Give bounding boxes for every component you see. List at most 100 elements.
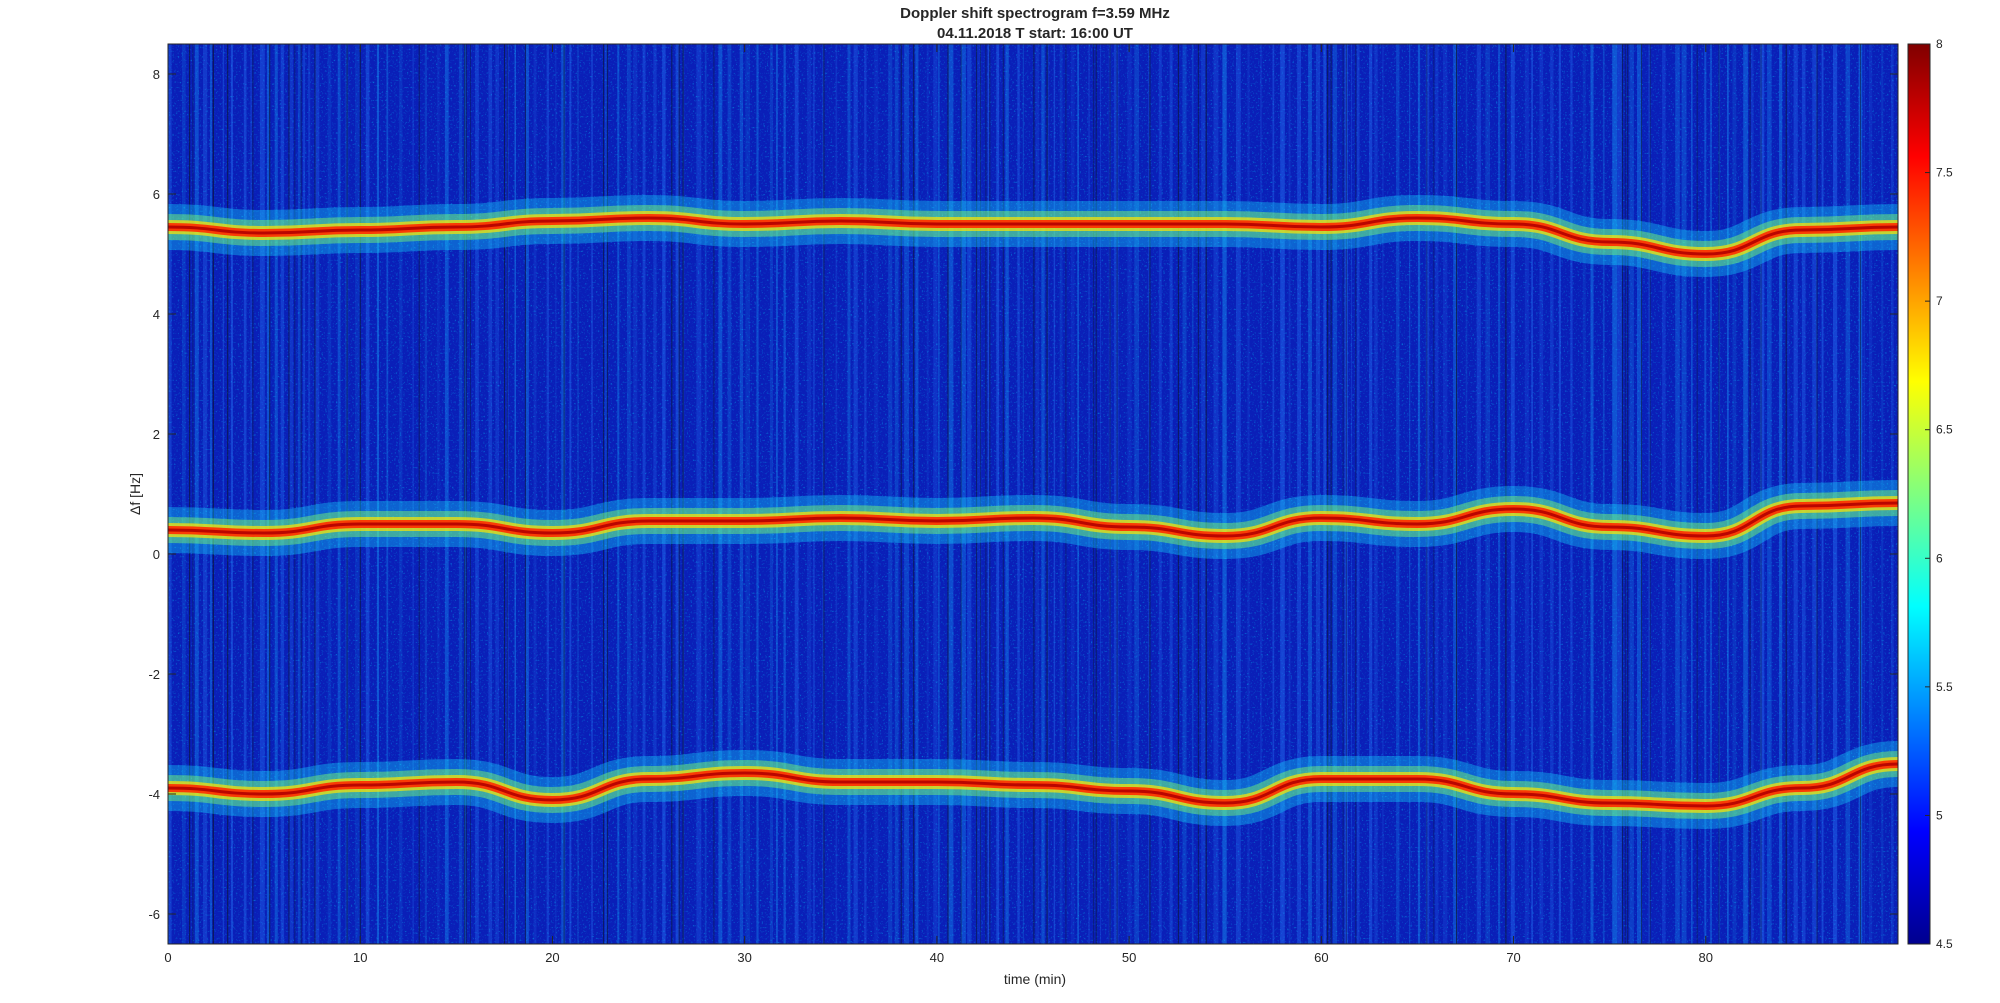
noise-stripe [1821,44,1824,944]
noise-stripe [1476,44,1481,944]
noise-stripe [1801,44,1806,944]
noise-stripe [1531,44,1533,944]
noise-stripe [604,44,607,944]
dark-stripe [1095,44,1097,944]
noise-stripe [1590,44,1594,944]
noise-stripe [1558,44,1561,944]
noise-stripe [1077,44,1079,944]
noise-stripe [653,44,657,944]
dark-stripe [346,44,348,944]
noise-stripe [1396,44,1400,944]
noise-stripe [1417,44,1421,944]
noise-stripe [1059,44,1063,944]
x-tick-label: 0 [164,950,171,965]
noise-stripe [1833,44,1838,944]
noise-stripe [365,44,370,944]
noise-stripe [266,44,270,944]
dark-stripe [1860,44,1861,944]
noise-stripe [675,44,680,944]
noise-stripe [1323,44,1327,944]
x-axis-label: time (min) [1004,971,1066,987]
noise-stripe [847,44,851,944]
noise-stripe [1041,44,1045,944]
noise-stripe [1357,44,1360,944]
dark-stripe [976,44,978,944]
noise-stripe [1751,44,1754,944]
noise-stripe [386,44,389,944]
dark-stripe [300,44,302,944]
noise-stripe [525,44,529,944]
doppler-trace-3 [168,762,1898,808]
dark-stripe [1002,44,1004,944]
noise-stripe [1648,44,1651,944]
noise-stripe [182,44,186,944]
noise-stripe [633,44,638,944]
noise-stripe [1435,44,1439,944]
dark-stripe [506,44,508,944]
noise-stripe [1863,44,1865,944]
colorbar-tick-label: 4.5 [1936,937,1953,951]
y-tick-label: -2 [148,667,160,682]
noise-stripe [915,44,919,944]
dark-stripe [1718,44,1720,944]
noise-stripe [1845,44,1851,944]
noise-stripe [926,44,929,944]
noise-stripe [475,44,479,944]
noise-stripe [1191,44,1194,944]
y-tick-label: 2 [153,427,160,442]
colorbar-tick-label: 7 [1936,294,1943,308]
noise-stripe [376,44,379,944]
noise-stripe [1213,44,1219,944]
dark-stripe [678,44,680,944]
noise-stripe [696,44,702,944]
plot-frame [167,43,1899,945]
chart-title: Doppler shift spectrogram f=3.59 MHz [900,5,1170,22]
noise-stripe [327,44,332,944]
dark-stripe [823,44,825,944]
noise-stripe [783,44,786,944]
noise-stripe [444,44,449,944]
dark-stripe [1093,44,1095,944]
noise-stripe [718,44,723,944]
noise-stripe [835,44,838,944]
x-tick-label: 20 [545,950,559,965]
noise-stripe [812,44,815,944]
dark-stripe [1033,44,1035,944]
dark-stripe [1649,44,1651,944]
dark-stripe [1749,44,1751,944]
dark-stripe [418,44,420,944]
vertical-stripes [168,44,1894,944]
noise-stripe [210,44,212,944]
noise-stripe [168,44,172,944]
noise-stripe [1550,44,1554,944]
noise-stripe [495,44,499,944]
noise-stripe [756,44,759,944]
noise-stripe [1222,44,1227,944]
dark-stripe [1149,44,1151,944]
dark-stripe [288,44,290,944]
noise-stripe [967,44,972,944]
dark-stripe [671,44,673,944]
dark-stripe [900,44,902,944]
noise-stripe [961,44,966,944]
x-tick-label: 50 [1122,950,1136,965]
noise-stripe [1201,44,1206,944]
noise-stripe [1100,44,1102,944]
dark-stripe [1109,44,1111,944]
noise-stripe [1316,44,1320,944]
noise-stripe [933,44,938,944]
noise-stripe [1382,44,1384,944]
dark-stripe [1785,44,1787,944]
noise-stripe [355,44,360,944]
noise-stripe [1617,44,1623,944]
noise-stripe [888,44,893,944]
noise-stripe [1005,44,1009,944]
dark-stripe [212,44,214,944]
noise-stripe [289,44,294,944]
noise-stripe [274,44,278,944]
noise-stripe [948,44,954,944]
noise-stripe [1236,44,1241,944]
noise-stripe [303,44,306,944]
colorbar-tick-label: 5 [1936,808,1943,822]
noise-stripe [1681,44,1687,944]
